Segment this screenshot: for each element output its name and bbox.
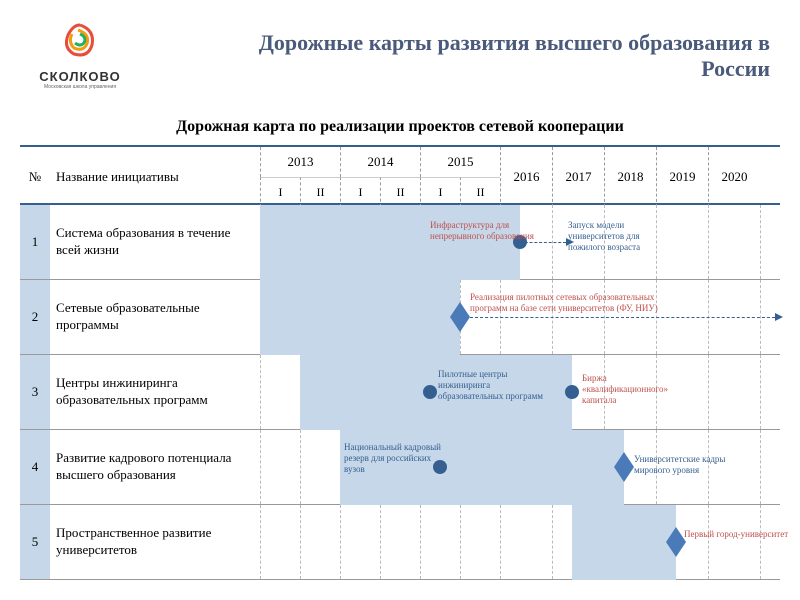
page-subtitle: Дорожная карта по реализации проектов се…	[0, 118, 800, 136]
year-header: 2016	[500, 147, 552, 207]
milestone-label: Первый город-университет	[684, 529, 794, 540]
year-header: 2015	[420, 147, 500, 177]
roadmap-chart: № Название инициативы 2013III2014III2015…	[20, 145, 780, 585]
page-title: Дорожные карты развития высшего образова…	[210, 30, 770, 83]
header-num: №	[20, 147, 50, 207]
header-row: № Название инициативы 2013III2014III2015…	[20, 145, 780, 205]
table-row: 4Развитие кадрового потенциала высшего о…	[20, 430, 780, 505]
gantt-bar	[260, 280, 460, 355]
half-header: I	[260, 177, 300, 207]
half-header: II	[460, 177, 500, 207]
table-row: 2Сетевые образовательные программы Реализ…	[20, 280, 780, 355]
gantt-bar	[572, 505, 676, 580]
initiative-name: Система образования в течение всей жизни	[50, 205, 260, 279]
half-header: II	[300, 177, 340, 207]
row-number: 4	[20, 430, 50, 504]
year-header: 2020	[708, 147, 760, 207]
milestone-label: Университетские кадры мирового уровня	[634, 454, 744, 476]
initiative-name: Развитие кадрового потенциала высшего об…	[50, 430, 260, 504]
year-header: 2019	[656, 147, 708, 207]
row-number: 2	[20, 280, 50, 354]
logo-text: СКОЛКОВО	[20, 69, 140, 84]
milestone-label: Реализация пилотных сетевых образователь…	[470, 292, 660, 314]
table-row: 5Пространственное развитие университетов…	[20, 505, 780, 580]
year-header: 2017	[552, 147, 604, 207]
initiative-name: Центры инжиниринга образовательных прогр…	[50, 355, 260, 429]
year-header: 2013	[260, 147, 340, 177]
milestone-label: Инфраструктура для непрерывного образова…	[430, 220, 540, 242]
gantt-bar	[260, 205, 520, 280]
half-header: I	[420, 177, 460, 207]
year-header: 2014	[340, 147, 420, 177]
table-row: 1Система образования в течение всей жизн…	[20, 205, 780, 280]
year-header: 2018	[604, 147, 656, 207]
logo: СКОЛКОВО Московская школа управления	[20, 20, 140, 90]
logo-subtitle: Московская школа управления	[20, 84, 140, 90]
logo-swirl-icon	[60, 20, 100, 60]
row-number: 3	[20, 355, 50, 429]
half-header: I	[340, 177, 380, 207]
initiative-name: Пространственное развитие университетов	[50, 505, 260, 579]
initiative-name: Сетевые образовательные программы	[50, 280, 260, 354]
milestone-dot	[423, 385, 437, 399]
milestone-label: Биржа «квалификационного» капитала	[582, 373, 692, 405]
milestone-label: Национальный кадровый резерв для российс…	[344, 442, 454, 474]
milestone-label: Пилотные центры инжиниринга образователь…	[438, 369, 548, 401]
half-header: II	[380, 177, 420, 207]
header-name: Название инициативы	[50, 147, 260, 207]
row-number: 1	[20, 205, 50, 279]
milestone-label: Запуск модели университетов для пожилого…	[568, 220, 678, 252]
milestone-dot	[565, 385, 579, 399]
row-number: 5	[20, 505, 50, 579]
table-row: 3Центры инжиниринга образовательных прог…	[20, 355, 780, 430]
